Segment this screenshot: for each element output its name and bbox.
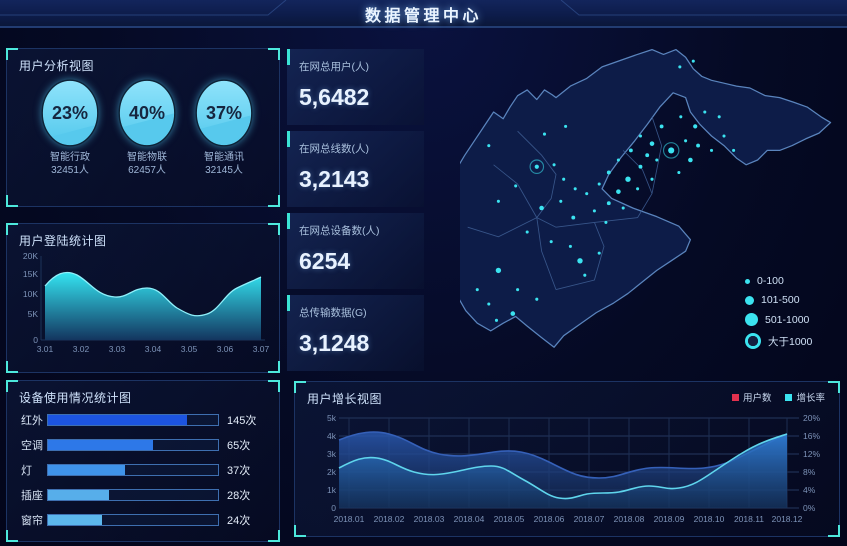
svg-text:2018.05: 2018.05 bbox=[494, 514, 525, 524]
svg-text:4%: 4% bbox=[803, 485, 816, 495]
svg-text:2018.09: 2018.09 bbox=[654, 514, 685, 524]
svg-text:2018.03: 2018.03 bbox=[414, 514, 445, 524]
svg-text:20%: 20% bbox=[803, 413, 820, 423]
svg-text:3.07: 3.07 bbox=[253, 344, 270, 354]
svg-text:15K: 15K bbox=[23, 269, 38, 279]
svg-text:20K: 20K bbox=[23, 251, 38, 261]
svg-text:5k: 5k bbox=[327, 413, 337, 423]
svg-text:37%: 37% bbox=[206, 103, 242, 123]
svg-text:2018.07: 2018.07 bbox=[574, 514, 605, 524]
svg-text:2018.12: 2018.12 bbox=[772, 514, 803, 524]
svg-text:4k: 4k bbox=[327, 431, 337, 441]
svg-text:5K: 5K bbox=[28, 309, 39, 319]
svg-text:2018.04: 2018.04 bbox=[454, 514, 485, 524]
svg-text:0%: 0% bbox=[803, 503, 816, 513]
svg-text:2018.08: 2018.08 bbox=[614, 514, 645, 524]
svg-text:12%: 12% bbox=[803, 449, 820, 459]
svg-text:3.04: 3.04 bbox=[145, 344, 162, 354]
svg-text:3.06: 3.06 bbox=[217, 344, 234, 354]
svg-text:2018.10: 2018.10 bbox=[694, 514, 725, 524]
svg-text:0: 0 bbox=[331, 503, 336, 513]
svg-text:3.03: 3.03 bbox=[109, 344, 126, 354]
svg-text:2018.06: 2018.06 bbox=[534, 514, 565, 524]
svg-text:2018.01: 2018.01 bbox=[334, 514, 365, 524]
svg-text:2018.11: 2018.11 bbox=[734, 514, 764, 524]
svg-text:2018.02: 2018.02 bbox=[374, 514, 405, 524]
svg-text:2k: 2k bbox=[327, 467, 337, 477]
svg-text:3k: 3k bbox=[327, 449, 337, 459]
svg-text:1k: 1k bbox=[327, 485, 337, 495]
svg-text:3.02: 3.02 bbox=[73, 344, 90, 354]
svg-text:40%: 40% bbox=[129, 103, 165, 123]
svg-text:16%: 16% bbox=[803, 431, 820, 441]
svg-text:3.05: 3.05 bbox=[181, 344, 198, 354]
svg-text:10K: 10K bbox=[23, 289, 38, 299]
svg-text:8%: 8% bbox=[803, 467, 816, 477]
svg-text:3.01: 3.01 bbox=[37, 344, 54, 354]
svg-text:23%: 23% bbox=[52, 103, 88, 123]
